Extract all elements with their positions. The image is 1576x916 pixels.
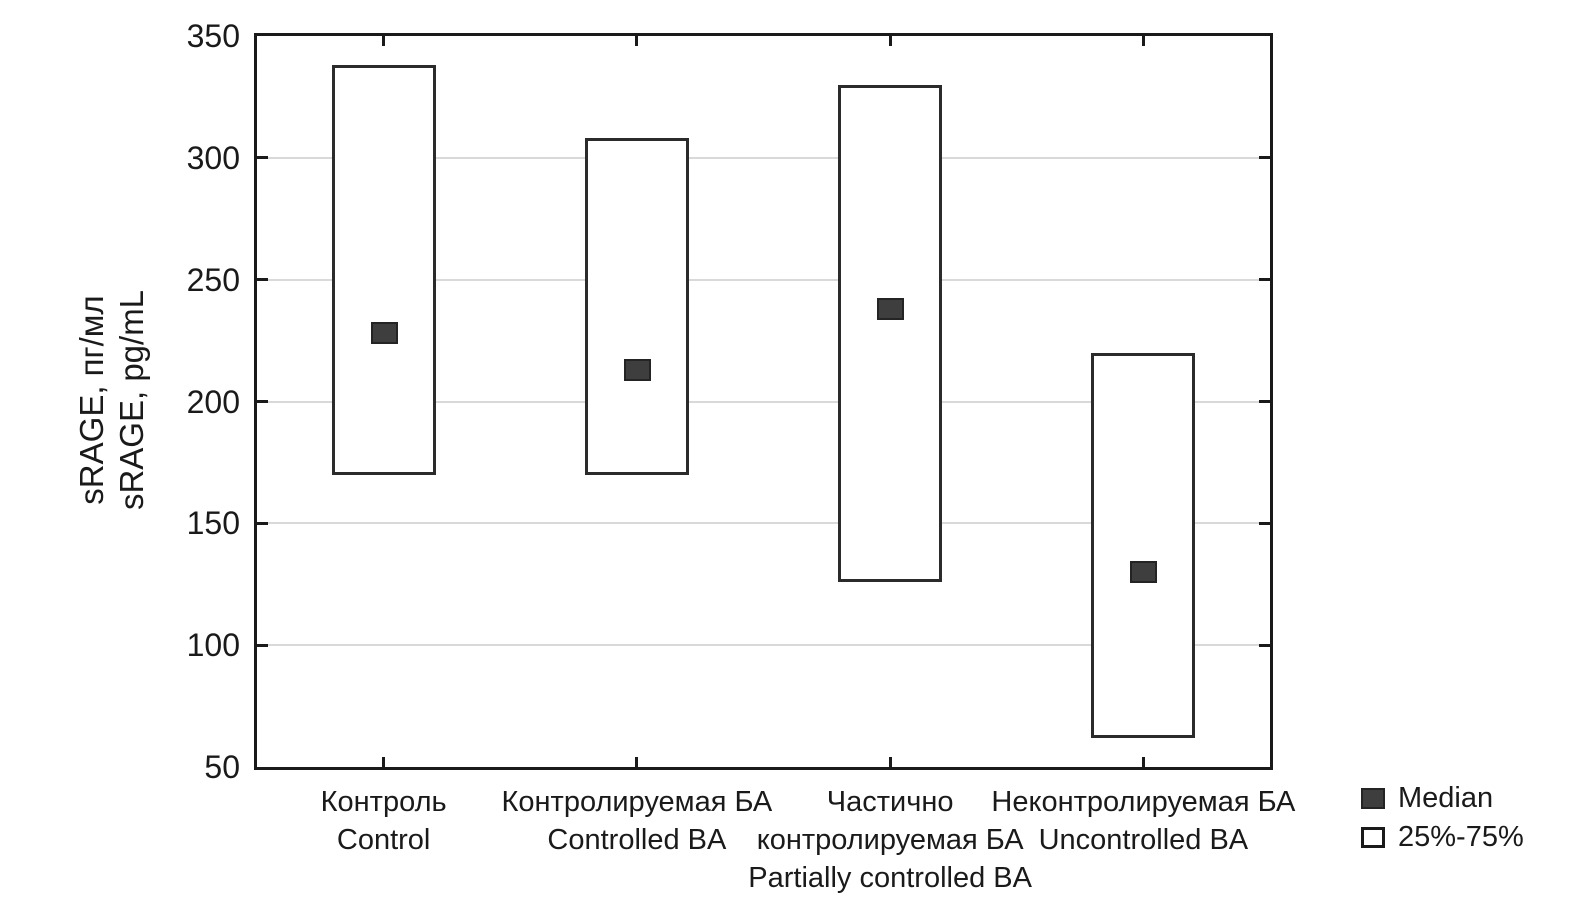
iqr-swatch-icon <box>1361 826 1385 848</box>
x-label-line: Controlled BA <box>547 824 727 856</box>
x-tick-top-3 <box>888 36 892 46</box>
legend: Median 25%-75% <box>1361 782 1524 860</box>
x-axis-labels: Контроль Control Контролируемая БА Controll… <box>254 783 1296 913</box>
plot-area <box>254 33 1273 770</box>
y-tick-left-250 <box>257 278 268 282</box>
gridline-150 <box>257 522 1270 525</box>
y-tick-right-300 <box>1259 156 1270 160</box>
y-tick-right-150 <box>1259 521 1270 525</box>
x-label-line: Контроль <box>320 786 447 818</box>
y-tick-right-100 <box>1259 643 1270 647</box>
x-tick-top-1 <box>382 36 386 46</box>
gridline-300 <box>257 156 1270 159</box>
median-marker-2 <box>623 358 651 381</box>
y-tick-left-300 <box>257 156 268 160</box>
x-tick-bottom-3 <box>888 757 892 767</box>
y-axis-tick-labels: 350 300 250 200 150 100 50 <box>0 18 240 785</box>
gridline-200 <box>257 400 1270 403</box>
iqr-box-4 <box>1091 352 1196 738</box>
legend-label-median: Median <box>1398 782 1494 814</box>
iqr-box-1 <box>331 65 436 475</box>
x-tick-bottom-4 <box>1141 757 1145 767</box>
x-tick-top-4 <box>1141 36 1145 46</box>
y-tick-left-200 <box>257 400 268 403</box>
x-label-3: Частично контролируемая БА Partially contr… <box>640 783 1140 897</box>
x-label-4: Неконтролируемая БА Uncontrolled BA <box>893 783 1393 859</box>
x-label-line: Контролируемая БА <box>501 786 773 818</box>
x-tick-bottom-2 <box>635 757 639 767</box>
y-tick-label-200: 200 <box>186 383 240 420</box>
y-tick-label-100: 100 <box>186 627 240 664</box>
x-label-1: Контроль Control <box>134 783 634 859</box>
x-label-line: Частично <box>826 786 954 818</box>
x-label-line: Uncontrolled BA <box>1038 824 1249 856</box>
median-swatch-icon <box>1361 787 1385 809</box>
legend-item-iqr: 25%-75% <box>1361 821 1524 853</box>
y-tick-label-150: 150 <box>186 505 240 542</box>
x-label-line: контролируемая БА <box>756 824 1024 856</box>
gridline-250 <box>257 278 1270 281</box>
x-tick-top-2 <box>635 36 639 46</box>
median-marker-4 <box>1130 561 1158 584</box>
gridline-100 <box>257 644 1270 647</box>
x-label-2: Контролируемая БА Controlled BA <box>387 783 887 859</box>
iqr-box-3 <box>838 84 943 582</box>
x-label-line: Control <box>336 824 431 856</box>
y-tick-label-50: 50 <box>204 749 240 785</box>
x-tick-bottom-1 <box>382 757 386 767</box>
median-marker-3 <box>877 297 905 320</box>
y-tick-right-200 <box>1259 400 1270 403</box>
x-label-line: Partially controlled BA <box>748 862 1032 894</box>
x-label-line: Неконтролируемая БА <box>991 786 1296 818</box>
y-tick-left-100 <box>257 643 268 647</box>
legend-item-median: Median <box>1361 782 1524 814</box>
legend-label-iqr: 25%-75% <box>1398 821 1524 853</box>
iqr-box-2 <box>584 138 689 475</box>
y-tick-label-300: 300 <box>186 139 240 176</box>
y-tick-label-350: 350 <box>186 18 240 54</box>
median-marker-1 <box>370 322 398 345</box>
y-tick-label-250: 250 <box>186 261 240 298</box>
y-tick-right-250 <box>1259 278 1270 282</box>
y-tick-left-150 <box>257 521 268 525</box>
